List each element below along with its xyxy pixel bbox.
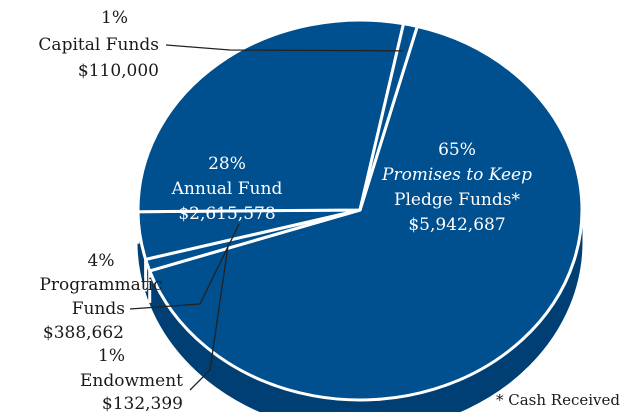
label-promises-name-2: Pledge Funds*: [394, 190, 520, 210]
label-promises-amount: $5,942,687: [408, 215, 505, 235]
label-annual-percent: 28%: [208, 154, 246, 174]
label-programmatic-amount: $388,662: [43, 323, 124, 343]
label-capital-amount: $110,000: [78, 61, 159, 81]
footnote: * Cash Received: [496, 391, 620, 409]
leader-lines: [129, 44, 404, 391]
label-capital-percent: 1%: [101, 8, 128, 28]
label-endowment-name: Endowment: [80, 371, 183, 391]
leader-line-endowment: [189, 244, 229, 391]
leader-line-capital: [165, 44, 404, 52]
label-endowment-amount: $132,399: [102, 394, 183, 412]
label-annual-amount: $2,615,578: [178, 204, 275, 224]
pie-slice-capital: [358, 22, 419, 212]
label-programmatic-name: Programmatic: [39, 275, 162, 295]
label-annual-name: Annual Fund: [171, 179, 283, 199]
label-promises-name: Promises to Keep: [381, 165, 532, 185]
leader-line-programmatic: [129, 223, 240, 310]
label-capital-name: Capital Funds: [38, 35, 159, 55]
pie-slice-promises: [148, 24, 584, 402]
label-endowment-percent: 1%: [98, 346, 125, 366]
label-promises-percent: 65%: [438, 140, 476, 160]
label-programmatic-percent: 4%: [88, 251, 115, 271]
label-programmatic-name-2: Funds: [72, 299, 125, 319]
pie-slice-annual: [136, 18, 406, 214]
pie-top-layer: [136, 18, 584, 402]
